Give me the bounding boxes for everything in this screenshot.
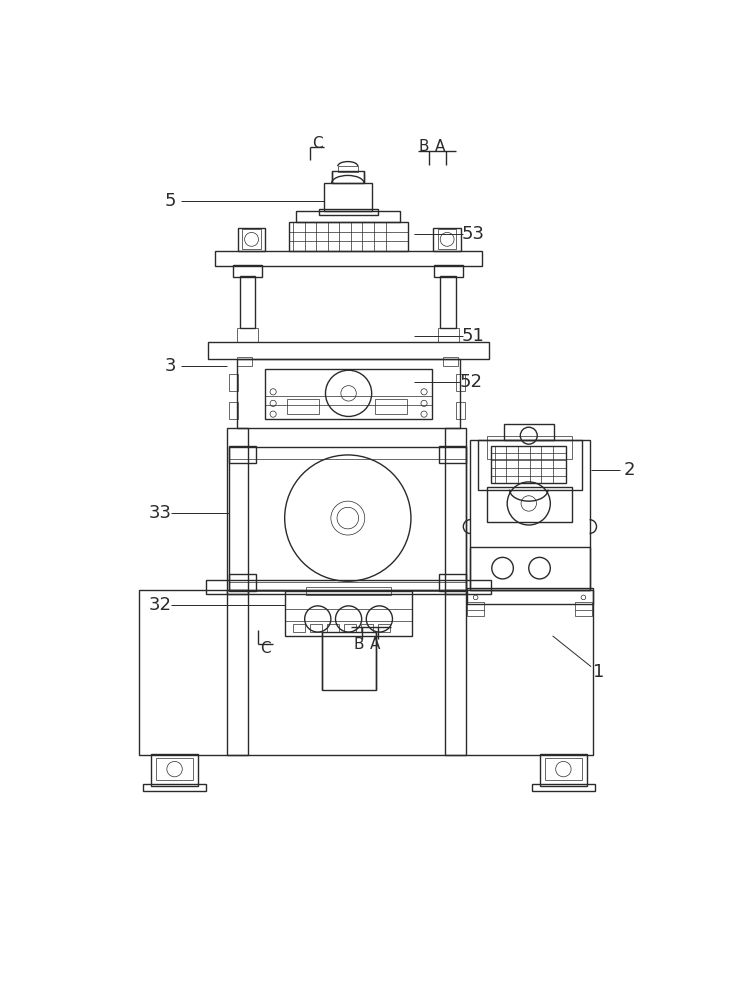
Bar: [467, 602, 484, 616]
Bar: [237, 357, 253, 366]
Bar: [233, 265, 262, 277]
Bar: [361, 624, 373, 632]
Bar: [327, 624, 339, 632]
Bar: [229, 374, 239, 391]
Bar: [478, 440, 582, 490]
Text: B: B: [418, 139, 428, 154]
Bar: [287, 399, 319, 414]
Bar: [456, 374, 465, 391]
Text: A: A: [435, 139, 445, 154]
Bar: [206, 580, 491, 594]
Bar: [467, 588, 593, 604]
Text: 52: 52: [459, 373, 482, 391]
Bar: [438, 328, 459, 342]
Bar: [237, 359, 460, 428]
Bar: [434, 265, 463, 277]
Text: 5: 5: [165, 192, 176, 210]
Text: 53: 53: [462, 225, 485, 243]
Bar: [306, 587, 391, 595]
Bar: [285, 591, 413, 636]
Bar: [332, 171, 364, 183]
Text: C: C: [312, 136, 322, 151]
Bar: [438, 229, 456, 249]
Text: B: B: [353, 637, 364, 652]
Bar: [288, 222, 408, 251]
Bar: [471, 440, 590, 590]
Text: 33: 33: [148, 504, 171, 522]
Bar: [227, 428, 248, 594]
Bar: [229, 446, 256, 463]
Text: A: A: [370, 637, 381, 652]
Bar: [265, 369, 432, 419]
Bar: [319, 209, 378, 215]
Bar: [442, 357, 458, 366]
Bar: [433, 228, 461, 251]
Bar: [240, 276, 256, 328]
Bar: [229, 582, 466, 591]
Bar: [440, 276, 456, 328]
Bar: [229, 574, 256, 591]
Bar: [238, 228, 265, 251]
Bar: [208, 342, 489, 359]
Bar: [545, 758, 582, 780]
Bar: [504, 424, 554, 440]
Bar: [293, 624, 305, 632]
Bar: [324, 183, 373, 211]
Bar: [156, 758, 193, 780]
Bar: [487, 436, 572, 459]
Bar: [439, 446, 466, 463]
Bar: [216, 251, 482, 266]
Bar: [456, 402, 465, 419]
Bar: [491, 446, 566, 483]
Bar: [439, 574, 466, 591]
Bar: [229, 447, 466, 459]
Bar: [471, 547, 590, 590]
Bar: [237, 328, 259, 342]
Bar: [229, 447, 466, 590]
Bar: [242, 229, 261, 249]
Bar: [296, 211, 400, 222]
Bar: [445, 590, 466, 755]
Bar: [227, 590, 248, 755]
Bar: [143, 784, 206, 791]
Bar: [229, 402, 239, 419]
Bar: [539, 754, 588, 786]
Bar: [445, 428, 466, 594]
Text: 2: 2: [624, 461, 635, 479]
Bar: [338, 166, 358, 172]
Bar: [139, 590, 594, 755]
Text: 32: 32: [148, 596, 171, 614]
Text: 51: 51: [462, 327, 485, 345]
Text: 1: 1: [593, 663, 605, 681]
Bar: [310, 624, 322, 632]
Bar: [322, 632, 376, 690]
Text: 3: 3: [165, 357, 176, 375]
Bar: [375, 399, 407, 414]
Text: C: C: [260, 641, 270, 656]
Bar: [532, 784, 595, 791]
Bar: [378, 624, 391, 632]
Bar: [344, 624, 356, 632]
Bar: [150, 754, 199, 786]
Bar: [487, 487, 572, 522]
Bar: [575, 602, 592, 616]
